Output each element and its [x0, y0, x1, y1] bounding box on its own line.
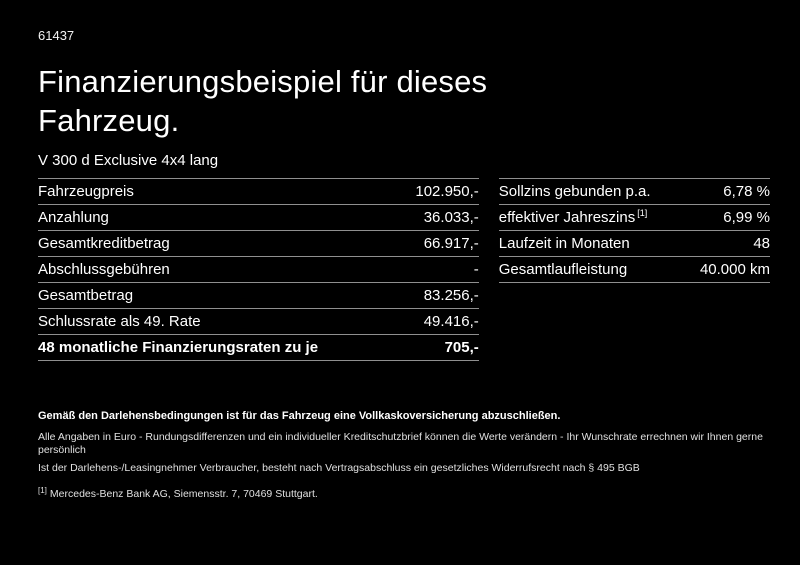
row-value: 40.000 km [699, 261, 770, 278]
row-label: Schlussrate als 49. Rate [38, 313, 201, 330]
row-value: - [473, 261, 479, 278]
row-value: 6,78 % [723, 183, 770, 200]
row-anzahlung: Anzahlung 36.033,- [38, 205, 479, 231]
row-monatsrate: 48 monatliche Finanzierungsraten zu je 7… [38, 335, 479, 361]
row-label: Anzahlung [38, 209, 109, 226]
bank-footnote: [1] Mercedes-Benz Bank AG, Siemensstr. 7,… [38, 485, 770, 500]
legal-footer: Gemäß den Darlehensbedingungen ist für d… [38, 410, 770, 500]
row-label: Laufzeit in Monaten [498, 235, 630, 252]
row-label: Gesamtbetrag [38, 287, 134, 304]
row-abschlussgebuehren: Abschlussgebühren - [38, 257, 479, 283]
footnote-marker: [1] [38, 485, 47, 495]
row-label: Gesamtkreditbetrag [38, 235, 170, 252]
finance-table: Fahrzeugpreis 102.950,- Anzahlung 36.033… [38, 179, 479, 361]
row-gesamtkreditbetrag: Gesamtkreditbetrag 66.917,- [38, 231, 479, 257]
disclaimer-line-2: Ist der Darlehens-/Leasingnehmer Verbrau… [38, 462, 640, 474]
tables-section: V 300 d Exclusive 4x4 lang Fahrzeugpreis… [38, 151, 770, 361]
footnote-text: Mercedes-Benz Bank AG, Siemensstr. 7, 70… [49, 488, 318, 500]
row-value: 83.256,- [423, 287, 479, 304]
row-value: 705,- [444, 339, 479, 356]
row-label: Sollzins gebunden p.a. [498, 183, 651, 200]
row-value: 6,99 % [723, 209, 770, 226]
insurance-requirement-note: Gemäß den Darlehensbedingungen ist für d… [38, 410, 561, 422]
row-label: Abschlussgebühren [38, 261, 170, 278]
finance-example-page: 61437 Finanzierungsbeispiel für dieses F… [38, 28, 770, 500]
disclaimer-line-1: Alle Angaben in Euro - Rundungsdifferenz… [38, 431, 763, 456]
row-laufzeit: Laufzeit in Monaten 48 [498, 231, 770, 257]
page-title: Finanzierungsbeispiel für dieses Fahrzeu… [38, 62, 770, 140]
row-gesamtlaufleistung: Gesamtlaufleistung 40.000 km [498, 257, 770, 283]
row-label: Fahrzeugpreis [38, 183, 134, 200]
row-label: effektiver Jahreszins [1] [498, 208, 648, 227]
finance-column: V 300 d Exclusive 4x4 lang Fahrzeugpreis… [38, 151, 479, 361]
conditions-column: Sollzins gebunden p.a. 6,78 % effektiver… [498, 151, 770, 361]
page-title-line-2: Fahrzeug. [38, 103, 180, 138]
row-value: 102.950,- [415, 183, 479, 200]
vehicle-model-name: V 300 d Exclusive 4x4 lang [38, 151, 479, 179]
row-sollzins: Sollzins gebunden p.a. 6,78 % [498, 179, 770, 205]
vehicle-id: 61437 [38, 28, 75, 43]
row-label: 48 monatliche Finanzierungsraten zu je [38, 339, 319, 356]
row-label: Gesamtlaufleistung [498, 261, 628, 278]
page-title-line-1: Finanzierungsbeispiel für dieses [38, 64, 488, 99]
row-fahrzeugpreis: Fahrzeugpreis 102.950,- [38, 179, 479, 205]
row-value: 66.917,- [423, 235, 479, 252]
row-schlussrate: Schlussrate als 49. Rate 49.416,- [38, 309, 479, 335]
footnote-ref: [1] [637, 208, 648, 218]
row-label-text: effektiver Jahreszins [498, 209, 636, 226]
conditions-table: Sollzins gebunden p.a. 6,78 % effektiver… [498, 178, 770, 283]
row-gesamtbetrag: Gesamtbetrag 83.256,- [38, 283, 479, 309]
row-value: 49.416,- [423, 313, 479, 330]
row-effektiver-jahreszins: effektiver Jahreszins [1] 6,99 % [498, 205, 770, 231]
row-value: 36.033,- [423, 209, 479, 226]
row-value: 48 [753, 235, 770, 252]
